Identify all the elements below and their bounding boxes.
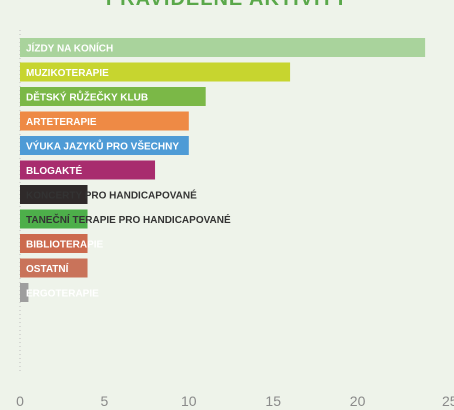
- x-tick-label: 10: [181, 393, 197, 409]
- bar-label: ARTETERAPIE: [26, 117, 97, 128]
- chart-title: PRAVIDELNÉ AKTIVITY: [0, 0, 454, 11]
- bar-label: TANEČNÍ TERAPIE PRO HANDICAPOVANÉ: [26, 213, 231, 226]
- bar-label: DĚTSKÝ RŮŽEČKY KLUB: [26, 90, 148, 104]
- bar: [20, 258, 88, 278]
- x-tick-label: 20: [350, 393, 366, 409]
- bar-label: ERGOTERAPIE: [26, 289, 99, 300]
- bar: [20, 209, 88, 229]
- bar: [20, 160, 156, 180]
- bar: [20, 38, 426, 57]
- bar: [20, 283, 29, 302]
- bar: [20, 87, 206, 106]
- bar: [20, 234, 88, 253]
- bar-label: KONCERTY PRO HANDICAPOVANÉ: [26, 189, 197, 202]
- bar-label: OSTATNÍ: [26, 262, 69, 275]
- bar-label: JÍZDY NA KONÍCH: [26, 42, 113, 55]
- bar-label: MUZIKOTERAPIE: [26, 68, 109, 79]
- bar: [20, 62, 291, 82]
- bar-label: BIBLIOTERAPIE: [26, 240, 104, 251]
- x-tick-label: 15: [265, 393, 281, 409]
- bar-label: VÝUKA JAZYKŮ PRO VŠECHNY: [26, 139, 179, 153]
- bar: [20, 136, 189, 155]
- x-tick-label: 0: [16, 393, 24, 409]
- bar: [20, 185, 88, 204]
- x-tick-label: 25: [442, 393, 454, 409]
- x-tick-label: 5: [101, 393, 109, 409]
- bar: [20, 111, 189, 131]
- bar-label: BLOGAKTÉ: [26, 164, 82, 177]
